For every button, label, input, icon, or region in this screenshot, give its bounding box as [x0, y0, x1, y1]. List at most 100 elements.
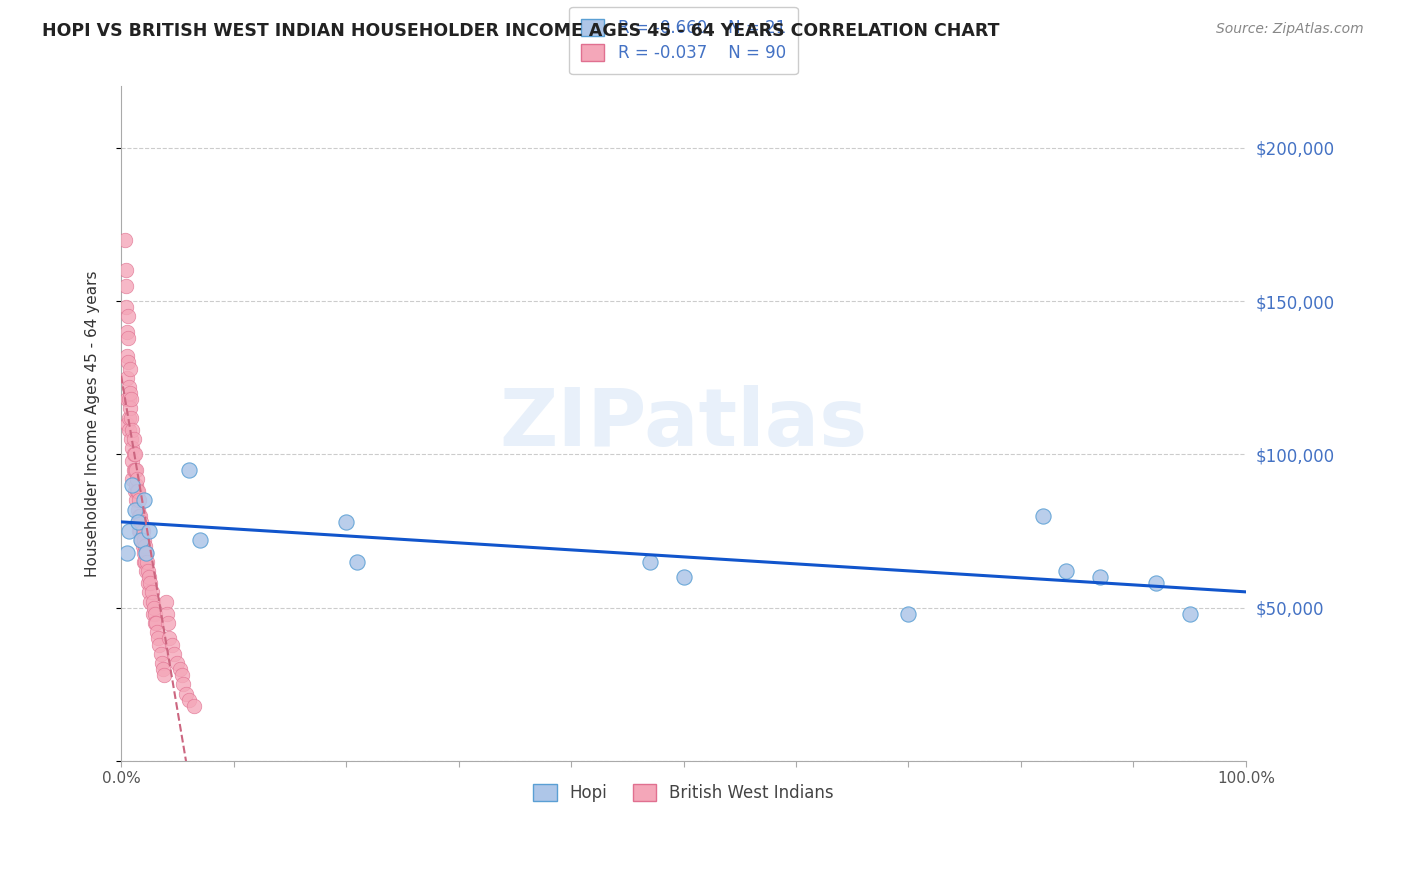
Point — [141, 585, 163, 599]
Point — [166, 656, 188, 670]
Point — [1088, 570, 1111, 584]
Point — [157, 616, 180, 631]
Point — [177, 463, 200, 477]
Point — [638, 555, 661, 569]
Point — [135, 564, 157, 578]
Point — [160, 638, 183, 652]
Point — [120, 392, 142, 407]
Point — [136, 555, 159, 569]
Point — [1144, 576, 1167, 591]
Point — [121, 442, 143, 456]
Point — [125, 478, 148, 492]
Point — [127, 515, 149, 529]
Point — [131, 533, 153, 548]
Point — [114, 233, 136, 247]
Point — [129, 508, 152, 523]
Point — [132, 493, 155, 508]
Point — [152, 662, 174, 676]
Point — [1054, 564, 1077, 578]
Text: Source: ZipAtlas.com: Source: ZipAtlas.com — [1216, 22, 1364, 37]
Text: HOPI VS BRITISH WEST INDIAN HOUSEHOLDER INCOME AGES 45 - 64 YEARS CORRELATION CH: HOPI VS BRITISH WEST INDIAN HOUSEHOLDER … — [42, 22, 1000, 40]
Point — [125, 484, 148, 499]
Legend: Hopi, British West Indians: Hopi, British West Indians — [522, 772, 845, 814]
Point — [138, 524, 160, 538]
Point — [128, 524, 150, 538]
Point — [176, 687, 198, 701]
Point — [128, 508, 150, 523]
Point — [122, 463, 145, 477]
Point — [672, 570, 695, 584]
Point — [115, 325, 138, 339]
Point — [159, 632, 181, 646]
Point — [146, 625, 169, 640]
Point — [153, 668, 176, 682]
Point — [125, 472, 148, 486]
Point — [120, 401, 142, 416]
Point — [124, 463, 146, 477]
Point — [120, 410, 142, 425]
Point — [134, 555, 156, 569]
Point — [125, 463, 148, 477]
Point — [188, 533, 211, 548]
Point — [117, 331, 139, 345]
Point — [121, 423, 143, 437]
Point — [132, 533, 155, 548]
Point — [129, 524, 152, 538]
Point — [135, 545, 157, 559]
Point — [139, 594, 162, 608]
Point — [117, 310, 139, 324]
Point — [127, 484, 149, 499]
Text: ZIPatlas: ZIPatlas — [499, 384, 868, 463]
Point — [897, 607, 920, 621]
Point — [127, 515, 149, 529]
Point — [1032, 508, 1054, 523]
Point — [115, 545, 138, 559]
Point — [115, 392, 138, 407]
Point — [121, 472, 143, 486]
Point — [131, 540, 153, 554]
Point — [125, 493, 148, 508]
Point — [177, 692, 200, 706]
Point — [136, 564, 159, 578]
Point — [346, 555, 368, 569]
Point — [169, 662, 191, 676]
Point — [135, 545, 157, 559]
Point — [183, 698, 205, 713]
Point — [138, 570, 160, 584]
Point — [143, 607, 166, 621]
Point — [134, 540, 156, 554]
Point — [127, 502, 149, 516]
Point — [128, 493, 150, 508]
Point — [163, 647, 186, 661]
Point — [149, 647, 172, 661]
Point — [115, 349, 138, 363]
Point — [124, 502, 146, 516]
Point — [145, 616, 167, 631]
Point — [121, 453, 143, 467]
Point — [138, 585, 160, 599]
Point — [115, 417, 138, 431]
Point — [142, 600, 165, 615]
Point — [115, 370, 138, 384]
Point — [131, 533, 153, 548]
Point — [122, 447, 145, 461]
Point — [118, 410, 141, 425]
Point — [150, 656, 173, 670]
Point — [120, 386, 142, 401]
Point — [118, 380, 141, 394]
Point — [124, 484, 146, 499]
Point — [131, 524, 153, 538]
Point — [114, 300, 136, 314]
Point — [139, 576, 162, 591]
Point — [118, 392, 141, 407]
Point — [142, 594, 165, 608]
Point — [170, 668, 193, 682]
Point — [124, 447, 146, 461]
Point — [156, 607, 179, 621]
Point — [132, 545, 155, 559]
Point — [172, 677, 194, 691]
Point — [148, 632, 170, 646]
Point — [1178, 607, 1201, 621]
Point — [114, 278, 136, 293]
Point — [118, 524, 141, 538]
